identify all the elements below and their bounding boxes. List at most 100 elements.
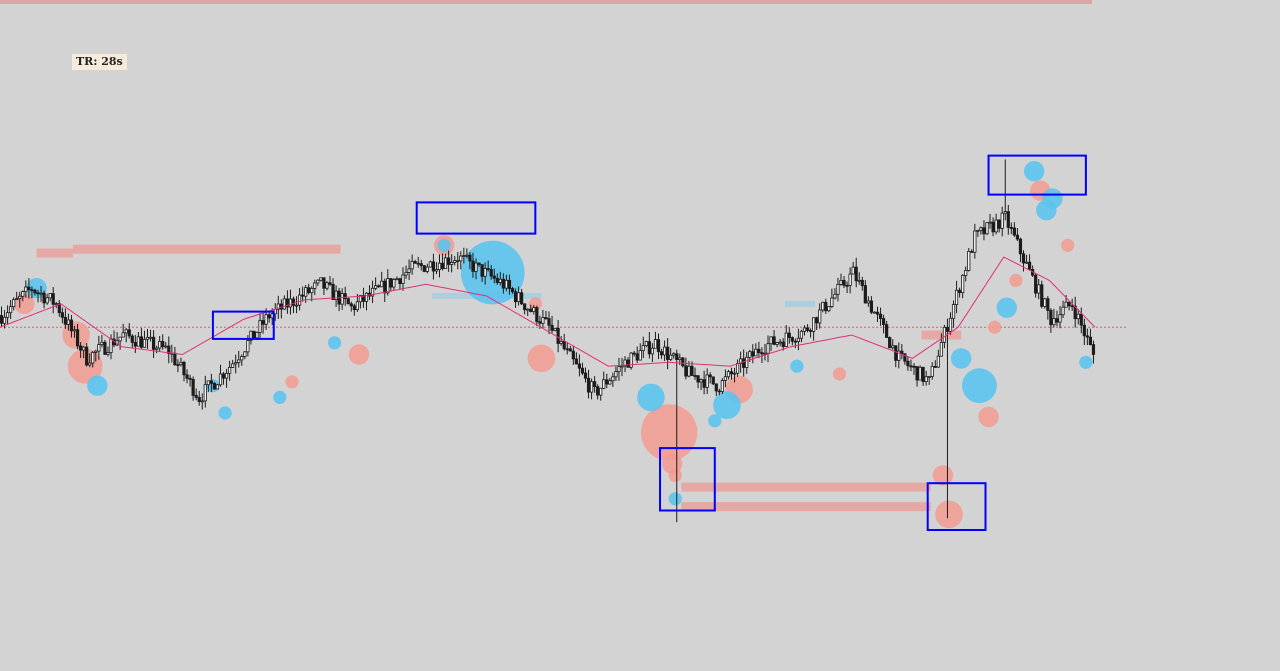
candle-down [921,366,925,382]
candle-up [723,376,728,381]
candle-up [462,255,466,258]
candle-down [477,262,481,266]
candle-up [589,381,594,393]
candle-up [234,362,238,365]
candle-down [878,313,883,319]
candle-up [401,274,405,285]
candle-down [875,311,880,315]
liquidity-zone [681,482,931,492]
candle-down [127,329,131,337]
candle-down [501,278,505,289]
candle-up [769,336,773,345]
candle-down [173,352,177,366]
candle-up [611,376,615,382]
candle-down [1040,284,1044,307]
candle-up [407,268,411,273]
candle-up [614,371,618,378]
candle-down [675,353,679,360]
candle-down [60,312,64,318]
candle-up [358,295,363,303]
candle-down [860,279,864,286]
candle-up [662,346,667,356]
candle-down [103,341,107,355]
candle-down [881,318,886,325]
candle-up [136,336,140,347]
candle-down [906,360,910,367]
candle-up [118,336,122,342]
candle-down [869,300,874,313]
candle-up [206,380,210,386]
candle-down [586,377,591,393]
candle-up [629,352,633,368]
candle-up [94,350,98,353]
candle-up [559,340,563,344]
candle-up [215,384,220,390]
candle-down [547,318,551,326]
candle-up [18,295,22,300]
candle-down [690,365,694,376]
candle-down [760,352,764,355]
candle-up [97,344,101,352]
candle-up [145,336,150,340]
candle-down [635,353,639,361]
candle-up [24,286,28,292]
candle-down [1091,344,1096,355]
candle-up [705,374,709,388]
candle-up [231,363,235,368]
candle-up [258,320,262,333]
candle-up [739,358,743,364]
candle-up [48,293,52,299]
candle-up [745,356,749,368]
highlight-box [211,310,275,340]
candle-down [343,293,347,300]
candle-down [894,345,898,361]
candle-down [854,266,858,282]
candle-up [951,304,956,319]
candle-up [459,255,463,262]
candle-up [15,298,19,301]
candle-down [130,335,134,343]
candle-up [9,306,13,314]
candle-down [63,316,67,325]
candle-up [754,348,758,357]
candle-down [1085,335,1089,338]
candle-down [328,282,332,285]
candle-up [954,289,959,305]
candle-up [364,292,369,302]
candle-down [1015,234,1020,240]
candle-down [1055,318,1059,323]
candle-up [392,279,396,288]
candle-down [982,227,986,235]
candle-down [322,277,326,289]
candle-up [976,229,980,232]
candle-up [404,272,408,276]
candle-up [726,371,731,378]
candle-up [437,262,442,270]
sell-volume-bubble [640,404,698,461]
candle-up [282,298,286,310]
candle-down [647,341,651,355]
candle-up [319,277,323,281]
candle-up [374,285,378,289]
candle-up [246,340,250,353]
candle-up [924,376,928,382]
candle-down [888,337,892,349]
candle-down [212,382,217,390]
candle-down [389,278,393,288]
candle-down [1021,253,1026,264]
candle-down [945,326,950,332]
buy-volume-bubbles [26,161,1093,506]
candle-up [249,330,253,341]
candle-down [495,277,499,283]
candle-up [827,306,831,312]
candle-up [653,339,658,349]
candle-down [790,337,794,342]
sell-volume-bubble [662,453,683,474]
candle-up [450,262,454,265]
candle-down [252,330,256,339]
liquidity-zone [681,502,931,512]
candle-down [185,374,189,379]
candle-down [85,346,89,366]
candle-up [465,254,469,257]
